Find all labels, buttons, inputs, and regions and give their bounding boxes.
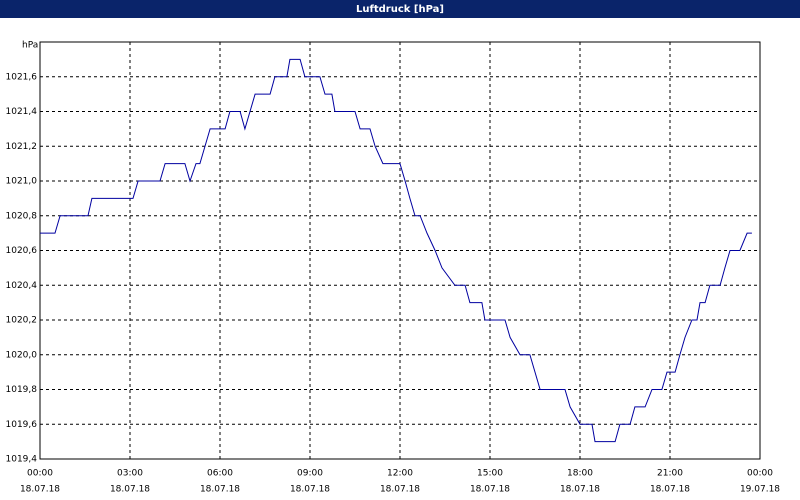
y-tick-label: 1021,4 — [6, 107, 38, 117]
x-tick-date: 18.07.18 — [290, 485, 330, 495]
x-tick-date: 19.07.18 — [740, 485, 780, 495]
x-tick-date: 18.07.18 — [560, 485, 600, 495]
y-tick-label: 1021,2 — [6, 142, 38, 152]
x-tick-label: 15:00 — [477, 469, 503, 479]
y-tick-label: 1019,6 — [6, 420, 38, 430]
x-tick-date: 18.07.18 — [20, 485, 60, 495]
x-tick-date: 18.07.18 — [110, 485, 150, 495]
x-tick-date: 18.07.18 — [650, 485, 690, 495]
x-tick-label: 21:00 — [657, 469, 683, 479]
y-axis-label: hPa — [22, 41, 38, 51]
y-tick-label: 1021,0 — [6, 177, 38, 187]
x-tick-date: 18.07.18 — [380, 485, 420, 495]
title-bar — [0, 0, 800, 18]
y-tick-label: 1020,2 — [6, 316, 38, 326]
y-tick-label: 1019,8 — [6, 385, 38, 395]
x-tick-label: 06:00 — [207, 469, 233, 479]
y-tick-label: 1019,4 — [6, 455, 38, 465]
x-tick-label: 00:00 — [747, 469, 773, 479]
plot-border — [39, 41, 761, 460]
y-tick-label: 1020,6 — [6, 246, 38, 256]
y-tick-label: 1020,8 — [6, 211, 38, 221]
x-tick-label: 12:00 — [387, 469, 413, 479]
y-tick-label: 1020,0 — [6, 350, 38, 360]
chart-title: Luftdruck [hPa] — [356, 4, 444, 15]
x-tick-label: 00:00 — [27, 469, 53, 479]
x-tick-date: 18.07.18 — [470, 485, 510, 495]
y-tick-label: 1021,6 — [6, 72, 38, 82]
x-tick-label: 18:00 — [567, 469, 593, 479]
data-line — [40, 58, 752, 443]
x-tick-label: 09:00 — [297, 469, 323, 479]
y-tick-label: 1020,4 — [6, 281, 38, 291]
x-tick-label: 03:00 — [117, 469, 143, 479]
x-tick-date: 18.07.18 — [200, 485, 240, 495]
